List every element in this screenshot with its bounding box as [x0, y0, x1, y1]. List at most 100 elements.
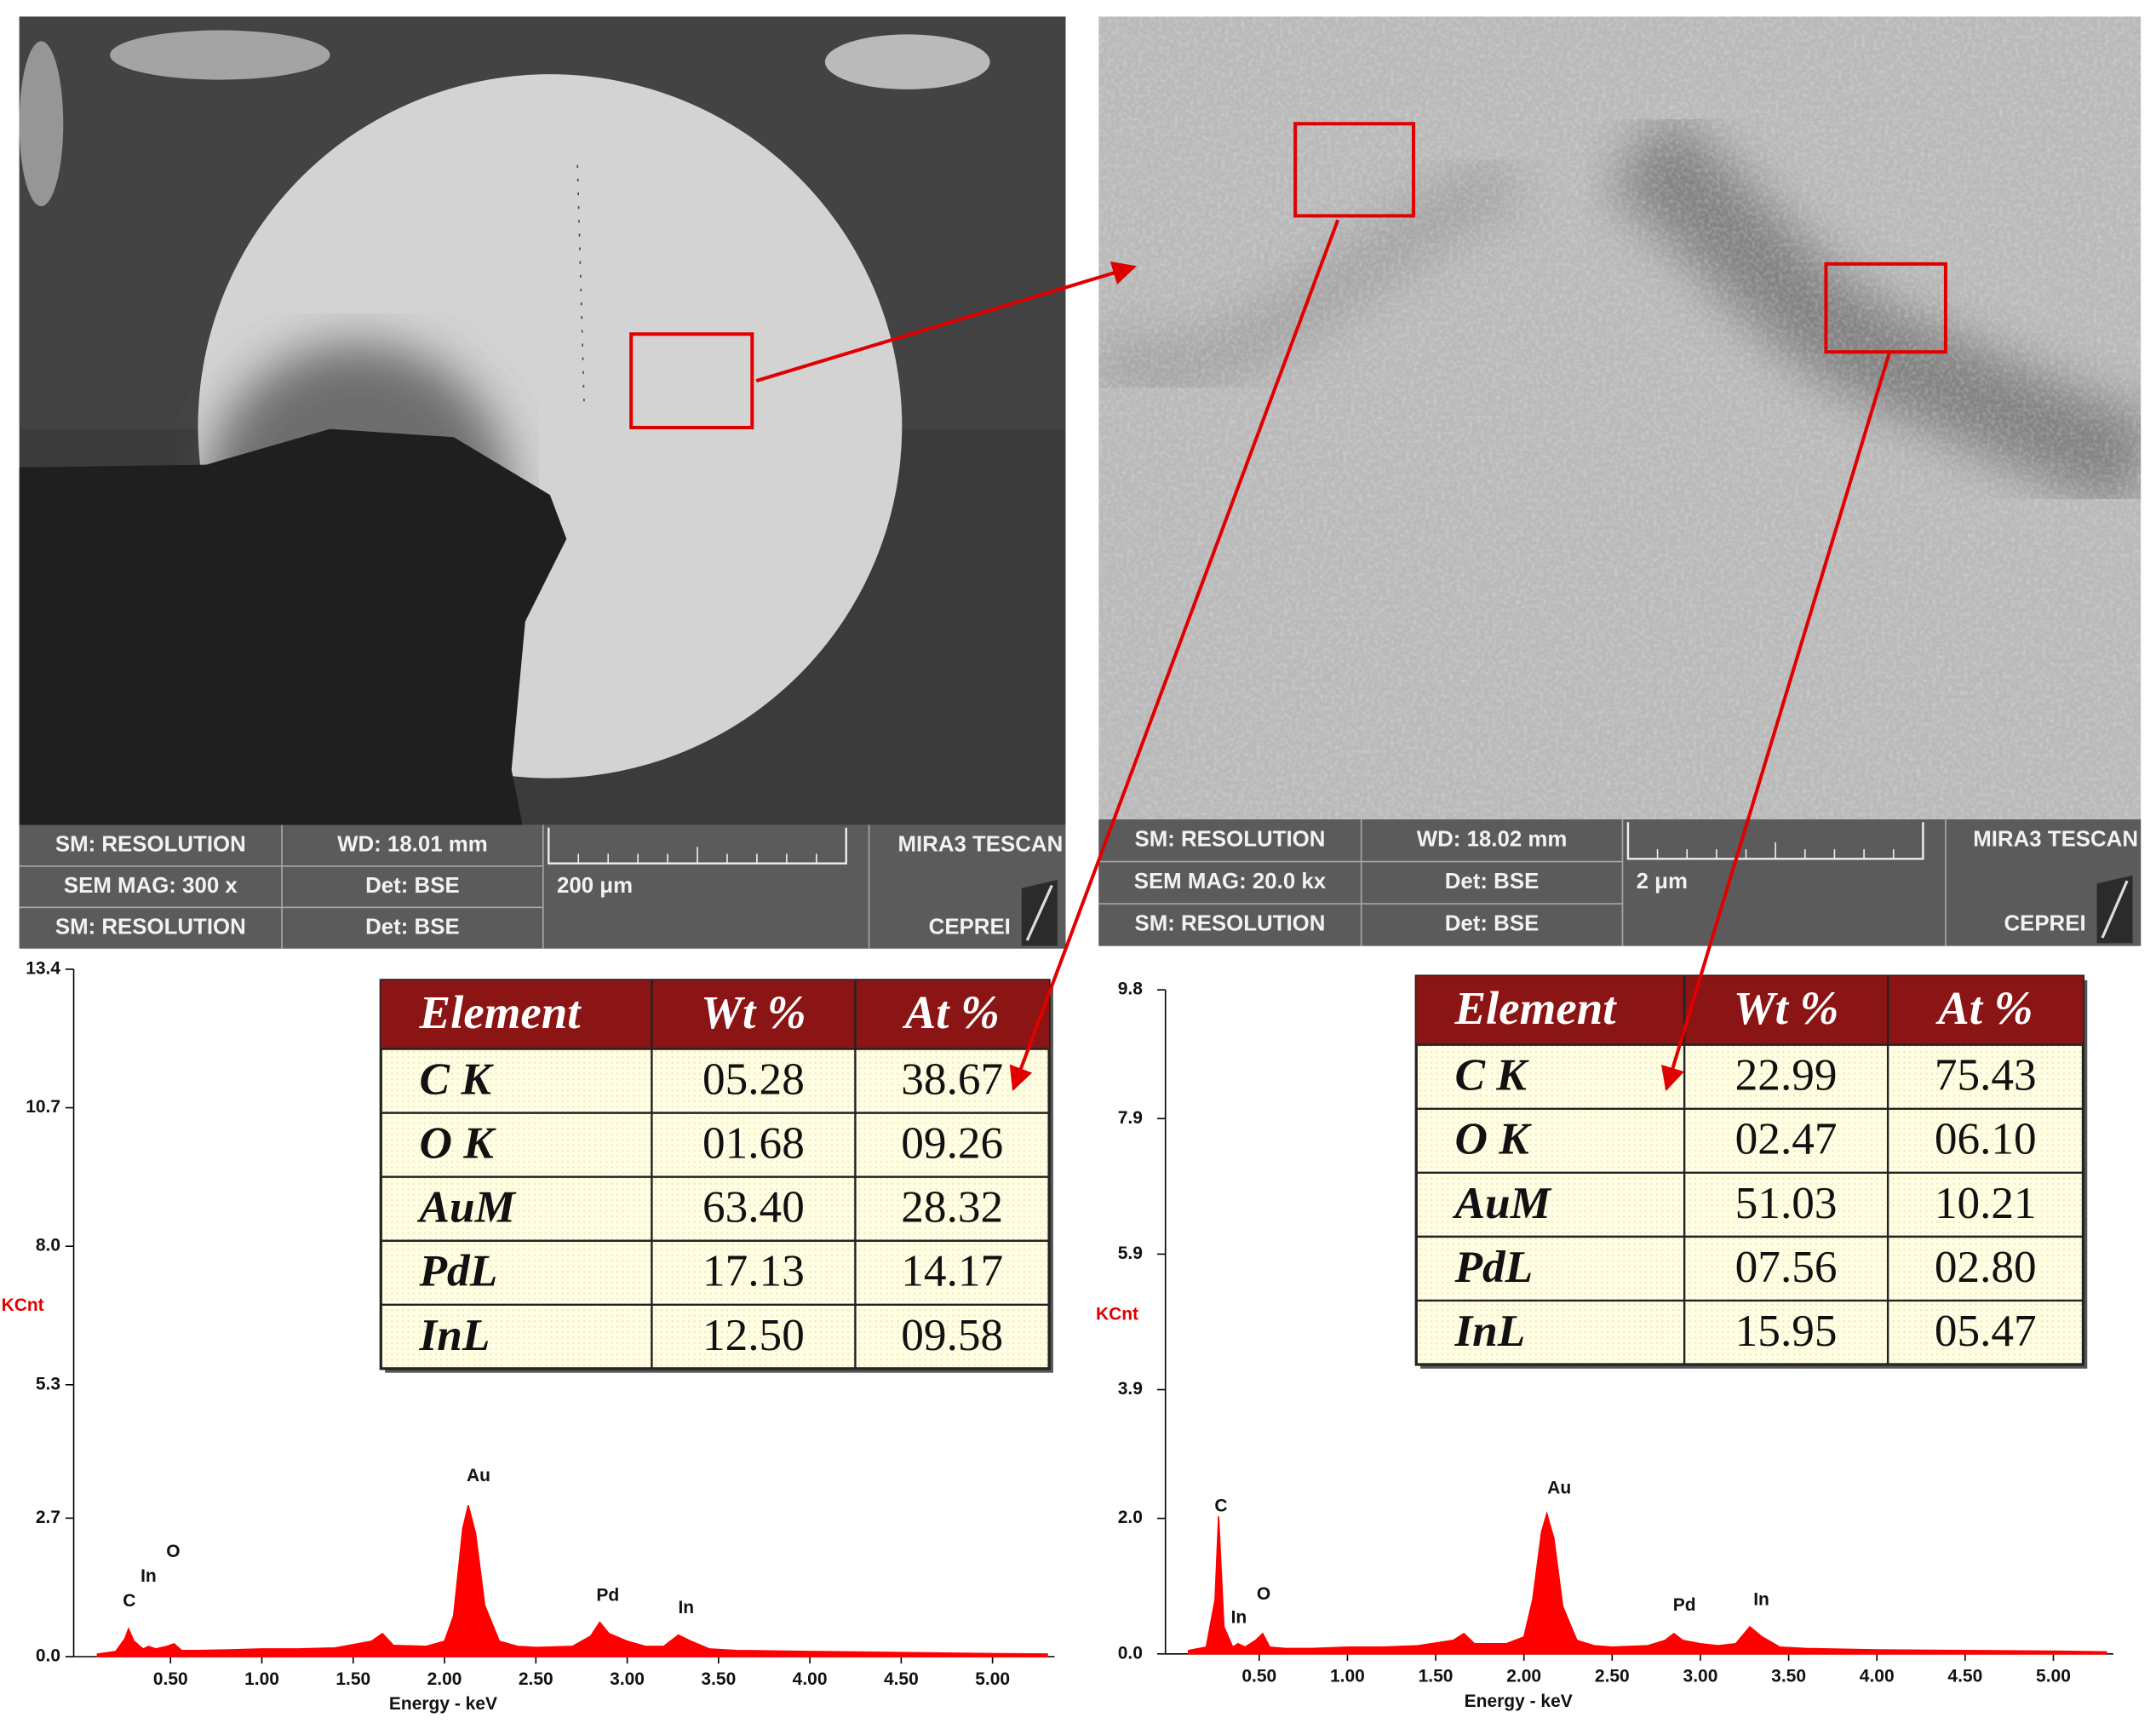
info-text: Det: BSE [1445, 912, 1540, 936]
table-cell: 09.58 [901, 1310, 1003, 1360]
info-text: SM: RESOLUTION [1134, 828, 1325, 852]
peak-label: In [140, 1566, 157, 1586]
x-tick-label: 2.50 [519, 1669, 553, 1689]
peak-label: Au [1547, 1479, 1571, 1498]
table-cell: 09.26 [901, 1118, 1003, 1169]
pointer-arrow [1009, 219, 1340, 1092]
info-bar [19, 824, 1066, 949]
peak-label: C [1214, 1497, 1227, 1516]
table-cell: 06.10 [1935, 1114, 2037, 1164]
info-text: MIRA3 TESCAN [1973, 828, 2138, 852]
x-tick-label: 5.00 [2036, 1667, 2071, 1686]
table-cell: 63.40 [702, 1182, 805, 1232]
table-cell: AuM [1452, 1178, 1551, 1228]
x-tick-label: 1.00 [244, 1669, 279, 1689]
table-header: Wt % [1734, 982, 1838, 1034]
info-text: SEM MAG: 300 x [64, 874, 238, 898]
peak-label: C [123, 1591, 135, 1611]
y-tick-label: 2.7 [36, 1508, 60, 1527]
table-header: Element [419, 986, 582, 1038]
peak-label: In [1231, 1607, 1247, 1627]
table-cell: 01.68 [702, 1118, 805, 1169]
table-cell: O K [420, 1118, 497, 1169]
info-text: SM: RESOLUTION [55, 915, 246, 939]
x-tick-label: 4.00 [793, 1669, 828, 1689]
table-cell: 22.99 [1735, 1050, 1838, 1100]
y-tick-label: 13.4 [26, 958, 60, 978]
table-cell: 38.67 [901, 1054, 1003, 1105]
y-tick-label: 0.0 [1118, 1643, 1143, 1663]
x-tick-label: 5.00 [975, 1669, 1010, 1689]
y-tick-label: 2.0 [1118, 1508, 1143, 1527]
spectrum-area [1188, 1511, 2107, 1655]
peak-label: O [1257, 1584, 1270, 1604]
y-axis-label: KCnt [1096, 1304, 1138, 1324]
x-tick-label: 2.00 [1506, 1667, 1541, 1686]
x-tick-label: 2.50 [1595, 1667, 1630, 1686]
tables: Element Wt % At % C K 05.28 38.67 O K 01.68 09.2… [379, 974, 2088, 1373]
y-tick-label: 9.8 [1118, 980, 1143, 999]
spectra: 0.0 2.7 5.3 8.0 10.7 13.4 0.50 1.00 1.50 2.00 2.50… [2, 958, 2113, 1714]
info-bar [1098, 819, 2142, 946]
x-axis-label: Energy - keV [1465, 1692, 1573, 1711]
sem-info-bars: SM: RESOLUTION WD: 18.01 mm MIRA3 TESCAN SE… [19, 819, 2142, 949]
x-tick-label: 3.00 [1683, 1667, 1718, 1686]
table-header: At % [903, 986, 1000, 1038]
info-text: Det: BSE [365, 874, 460, 898]
table-header: Wt % [701, 986, 806, 1038]
info-text: MIRA3 TESCAN [897, 833, 1063, 857]
table-cell: 10.21 [1935, 1178, 2037, 1228]
table-cell: InL [1454, 1306, 1525, 1356]
table-header-bg [381, 980, 1050, 1049]
table-header: Element [1454, 982, 1617, 1034]
x-tick-label: 4.50 [1947, 1667, 1982, 1686]
x-tick-label: 3.50 [701, 1669, 736, 1689]
table-cell: 02.80 [1935, 1242, 2037, 1292]
table-cell: PdL [1454, 1242, 1533, 1292]
table-cell: 28.32 [901, 1182, 1003, 1232]
x-tick-label: 1.00 [1330, 1667, 1365, 1686]
table-cell: 51.03 [1735, 1178, 1838, 1228]
logo [2101, 880, 2129, 939]
peak-label: Au [467, 1466, 490, 1485]
x-axis-label: Energy - keV [389, 1694, 497, 1714]
y-tick-label: 8.0 [36, 1236, 60, 1255]
y-tick-label: 7.9 [1118, 1108, 1143, 1128]
x-tick-label: 1.50 [1419, 1667, 1454, 1686]
peak-label: O [166, 1542, 180, 1561]
table-cell: InL [419, 1310, 490, 1360]
table-cell: O K [1454, 1114, 1532, 1164]
x-tick-label: 0.50 [153, 1669, 188, 1689]
x-tick-label: 4.00 [1860, 1667, 1895, 1686]
zoom-arrow [755, 261, 1137, 383]
y-tick-label: 0.0 [36, 1646, 60, 1666]
info-text: WD: 18.01 mm [337, 833, 488, 857]
info-text: 200 μm [557, 874, 633, 898]
spectrum-area [96, 1505, 1048, 1657]
info-text: Det: BSE [1445, 870, 1540, 893]
table-cell: 02.47 [1735, 1114, 1838, 1164]
info-text: Det: BSE [365, 915, 460, 939]
sem-image-right [1098, 16, 2142, 820]
table-cell: 05.47 [1935, 1306, 2037, 1356]
table-cell: 75.43 [1935, 1050, 2037, 1100]
x-tick-label: 3.50 [1771, 1667, 1806, 1686]
table-cell: 07.56 [1735, 1242, 1838, 1292]
info-text: 2 μm [1637, 870, 1688, 893]
info-text: SM: RESOLUTION [1134, 912, 1325, 936]
x-tick-label: 0.50 [1241, 1667, 1276, 1686]
table-cell: 14.17 [901, 1246, 1003, 1296]
pointer-arrow [1660, 353, 1891, 1092]
peak-label: Pd [596, 1586, 619, 1606]
info-text: WD: 18.02 mm [1417, 828, 1568, 852]
table-cell: 17.13 [702, 1246, 805, 1296]
y-tick-label: 5.9 [1118, 1244, 1143, 1263]
info-text: CEPREI [2004, 912, 2085, 936]
x-tick-label: 3.00 [610, 1669, 645, 1689]
table-cell: C K [420, 1054, 495, 1105]
logo [1025, 884, 1053, 941]
table-cell: C K [1454, 1050, 1529, 1100]
table-header: At % [1935, 982, 2033, 1034]
table-cell: PdL [419, 1246, 498, 1296]
